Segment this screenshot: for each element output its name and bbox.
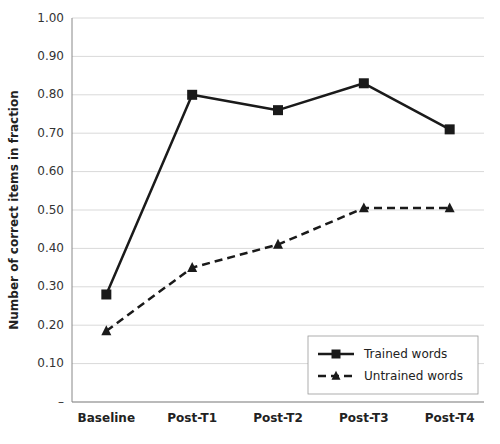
y-tick-labels: – 0.10 0.20 0.30 0.40 0.50 0.60 0.70 0.80 0.90 1.0… [37,11,64,409]
legend-marker [332,371,341,380]
grid-line [72,56,484,57]
grid-line [72,325,484,326]
x-axis [72,402,484,403]
x-tick-label: Post-T1 [167,411,217,425]
legend-marker [332,350,341,359]
y-tick-label: 0.30 [37,279,64,293]
y-tick-label: 0.40 [37,241,64,255]
x-tick-labels: Baseline Post-T1 Post-T2 Post-T3 Post-T4 [78,411,475,425]
plot-data [101,78,454,335]
y-tick-label: 0.60 [37,164,64,178]
point [359,202,369,212]
point [445,202,455,212]
grid-line [72,286,484,287]
point [101,325,111,335]
legend-label: Untrained words [364,369,463,383]
grid-line [72,18,484,19]
legend-label: Trained words [363,347,447,361]
grid-line [72,133,484,134]
y-axis [72,18,73,402]
series-line [106,208,449,331]
x-tick-label: Post-T3 [339,411,389,425]
y-axis-label: Number of correct items in fraction [7,90,21,330]
y-tick-label: 0.50 [37,203,64,217]
grid-line [72,94,484,95]
y-tick-label: 0.20 [37,318,64,332]
y-tick-label: 0.70 [37,126,64,140]
chart: – 0.10 0.20 0.30 0.40 0.50 0.60 0.70 0.80 0.90 1.0… [0,0,500,444]
y-tick-label: – [58,395,64,409]
series [101,202,454,335]
series-line [106,83,449,294]
legend: Trained words Untrained words [308,336,478,394]
x-tick-label: Post-T4 [425,411,475,425]
grid-line [72,171,484,172]
series [101,78,454,299]
point [101,289,111,299]
x-tick-label: Baseline [78,411,135,425]
grid [72,18,484,402]
grid-line [72,402,484,403]
point [187,262,197,272]
point [445,124,455,134]
point [359,78,369,88]
point [273,105,283,115]
point [187,90,197,100]
y-tick-label: 0.90 [37,49,64,63]
x-tick-label: Post-T2 [253,411,303,425]
grid-line [72,210,484,211]
legend-box [308,336,478,394]
y-tick-label: 0.80 [37,87,64,101]
y-tick-label: 0.10 [37,356,64,370]
y-tick-label: 1.00 [37,11,64,25]
point [273,239,283,249]
